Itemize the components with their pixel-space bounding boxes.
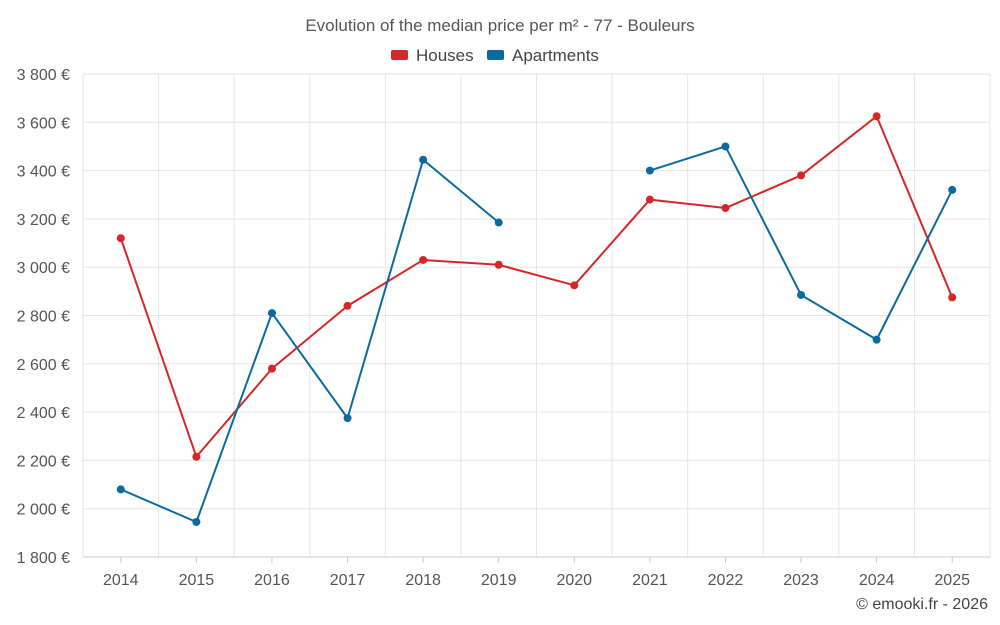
- houses-point: [797, 171, 806, 180]
- houses-point: [343, 301, 352, 310]
- apartments-point: [192, 517, 201, 526]
- chart-title: Evolution of the median price per m² - 7…: [305, 16, 694, 35]
- y-tick-label: 1 800 €: [17, 550, 70, 567]
- x-tick-label: 2020: [556, 572, 592, 589]
- apartments-point: [948, 185, 957, 194]
- series-group: [116, 112, 957, 526]
- x-tick-label: 2018: [405, 572, 441, 589]
- apartments-point: [721, 142, 730, 151]
- apartments-point: [872, 335, 881, 344]
- x-tick-label: 2025: [934, 572, 970, 589]
- houses-legend-label: Houses: [416, 46, 474, 65]
- houses-point: [267, 364, 276, 373]
- apartments-series-line: [120, 158, 500, 523]
- y-tick-label: 2 800 €: [17, 309, 70, 326]
- y-tick-label: 3 800 €: [17, 67, 70, 84]
- apartments-point: [116, 485, 125, 494]
- x-tick-label: 2019: [481, 572, 517, 589]
- y-tick-label: 3 400 €: [17, 164, 70, 181]
- x-tick-label: 2024: [859, 572, 895, 589]
- houses-legend-swatch: [391, 50, 408, 60]
- y-tick-label: 2 000 €: [17, 502, 70, 519]
- houses-point: [872, 112, 881, 121]
- apartments-point: [645, 166, 654, 175]
- y-tick-label: 3 200 €: [17, 212, 70, 229]
- apartments-legend-label: Apartments: [512, 46, 599, 65]
- credit: © emooki.fr - 2026: [856, 596, 988, 613]
- x-tick-label: 2017: [330, 572, 366, 589]
- y-tick-label: 2 200 €: [17, 453, 70, 470]
- houses-point: [721, 204, 730, 213]
- x-tick-label: 2021: [632, 572, 668, 589]
- y-tick-label: 2 400 €: [17, 405, 70, 422]
- grid: [82, 73, 991, 557]
- houses-point: [192, 452, 201, 461]
- y-axis: 1 800 € 2 000 € 2 200 € 2 400 € 2 600 € 2 800…: [17, 67, 70, 567]
- houses-point: [645, 195, 654, 204]
- apartments-legend-swatch: [487, 50, 504, 60]
- houses-point: [419, 255, 428, 264]
- houses-series-line: [119, 115, 954, 458]
- apartments-point: [494, 218, 503, 227]
- apartments-point: [343, 414, 352, 423]
- x-tick-label: 2016: [254, 572, 290, 589]
- legend: Houses Apartments: [391, 46, 599, 65]
- houses-point: [948, 293, 957, 302]
- x-axis: 2014 2015 2016 2017 2018 2019 2020 2021 2022 2023…: [83, 556, 990, 589]
- apartments-point: [419, 155, 428, 164]
- houses-point: [116, 234, 125, 243]
- x-tick-label: 2014: [103, 572, 139, 589]
- houses-point: [494, 260, 503, 269]
- apartments-point: [797, 290, 806, 299]
- apartments-point: [267, 309, 276, 318]
- y-tick-label: 3 600 €: [17, 115, 70, 132]
- y-tick-label: 3 000 €: [17, 260, 70, 277]
- x-tick-label: 2015: [179, 572, 215, 589]
- houses-point: [570, 281, 579, 290]
- x-tick-label: 2022: [708, 572, 744, 589]
- y-tick-label: 2 600 €: [17, 357, 70, 374]
- x-tick-label: 2023: [783, 572, 819, 589]
